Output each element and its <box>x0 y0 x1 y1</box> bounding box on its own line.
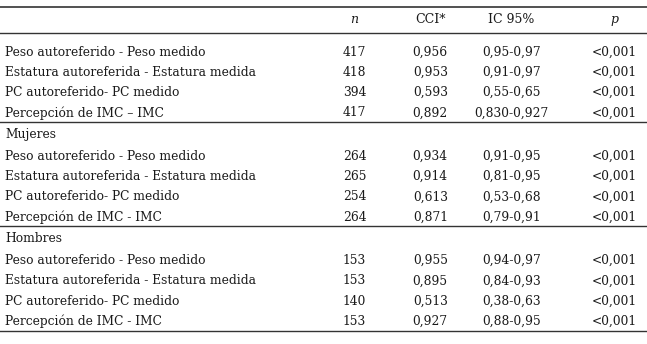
Text: 254: 254 <box>343 190 366 203</box>
Text: 0,892: 0,892 <box>413 106 448 119</box>
Text: Percepción de IMC - IMC: Percepción de IMC - IMC <box>5 315 162 328</box>
Text: <0,001: <0,001 <box>592 45 637 58</box>
Text: 394: 394 <box>343 86 366 99</box>
Text: Percepción de IMC - IMC: Percepción de IMC - IMC <box>5 211 162 224</box>
Text: Peso autoreferido - Peso medido: Peso autoreferido - Peso medido <box>5 254 206 267</box>
Text: 0,88-0,95: 0,88-0,95 <box>482 315 540 328</box>
Text: p: p <box>611 13 619 26</box>
Text: 0,830-0,927: 0,830-0,927 <box>474 106 548 119</box>
Text: <0,001: <0,001 <box>592 315 637 328</box>
Text: 0,953: 0,953 <box>413 66 448 79</box>
Text: n: n <box>351 13 358 26</box>
Text: Peso autoreferido - Peso medido: Peso autoreferido - Peso medido <box>5 150 206 163</box>
Text: 0,914: 0,914 <box>413 170 448 183</box>
Text: <0,001: <0,001 <box>592 106 637 119</box>
Text: 0,593: 0,593 <box>413 86 448 99</box>
Text: Estatura autoreferida - Estatura medida: Estatura autoreferida - Estatura medida <box>5 170 256 183</box>
Text: 0,79-0,91: 0,79-0,91 <box>482 211 540 224</box>
Text: PC autoreferido- PC medido: PC autoreferido- PC medido <box>5 86 180 99</box>
Text: 153: 153 <box>343 254 366 267</box>
Text: 153: 153 <box>343 274 366 287</box>
Text: PC autoreferido- PC medido: PC autoreferido- PC medido <box>5 190 180 203</box>
Text: 0,513: 0,513 <box>413 294 448 308</box>
Text: <0,001: <0,001 <box>592 254 637 267</box>
Text: <0,001: <0,001 <box>592 274 637 287</box>
Text: <0,001: <0,001 <box>592 294 637 308</box>
Text: 0,94-0,97: 0,94-0,97 <box>482 254 540 267</box>
Text: 153: 153 <box>343 315 366 328</box>
Text: Estatura autoreferida - Estatura medida: Estatura autoreferida - Estatura medida <box>5 66 256 79</box>
Text: 0,55-0,65: 0,55-0,65 <box>482 86 540 99</box>
Text: 0,81-0,95: 0,81-0,95 <box>482 170 540 183</box>
Text: 0,91-0,97: 0,91-0,97 <box>482 66 540 79</box>
Text: <0,001: <0,001 <box>592 66 637 79</box>
Text: CCI*: CCI* <box>415 13 446 26</box>
Text: 0,956: 0,956 <box>413 45 448 58</box>
Text: Hombres: Hombres <box>5 232 62 245</box>
Text: 264: 264 <box>343 211 366 224</box>
Text: 418: 418 <box>343 66 366 79</box>
Text: 0,38-0,63: 0,38-0,63 <box>482 294 540 308</box>
Text: Mujeres: Mujeres <box>5 128 56 141</box>
Text: 417: 417 <box>343 45 366 58</box>
Text: Percepción de IMC – IMC: Percepción de IMC – IMC <box>5 106 164 120</box>
Text: 0,84-0,93: 0,84-0,93 <box>482 274 540 287</box>
Text: IC 95%: IC 95% <box>488 13 534 26</box>
Text: 0,895: 0,895 <box>413 274 448 287</box>
Text: <0,001: <0,001 <box>592 86 637 99</box>
Text: 0,934: 0,934 <box>413 150 448 163</box>
Text: 0,91-0,95: 0,91-0,95 <box>482 150 540 163</box>
Text: 0,95-0,97: 0,95-0,97 <box>482 45 540 58</box>
Text: 0,871: 0,871 <box>413 211 448 224</box>
Text: 0,927: 0,927 <box>413 315 448 328</box>
Text: <0,001: <0,001 <box>592 190 637 203</box>
Text: PC autoreferido- PC medido: PC autoreferido- PC medido <box>5 294 180 308</box>
Text: 140: 140 <box>343 294 366 308</box>
Text: 0,613: 0,613 <box>413 190 448 203</box>
Text: 265: 265 <box>343 170 366 183</box>
Text: 0,53-0,68: 0,53-0,68 <box>482 190 540 203</box>
Text: 0,955: 0,955 <box>413 254 448 267</box>
Text: Peso autoreferido - Peso medido: Peso autoreferido - Peso medido <box>5 45 206 58</box>
Text: 417: 417 <box>343 106 366 119</box>
Text: Estatura autoreferida - Estatura medida: Estatura autoreferida - Estatura medida <box>5 274 256 287</box>
Text: <0,001: <0,001 <box>592 150 637 163</box>
Text: 264: 264 <box>343 150 366 163</box>
Text: <0,001: <0,001 <box>592 211 637 224</box>
Text: <0,001: <0,001 <box>592 170 637 183</box>
